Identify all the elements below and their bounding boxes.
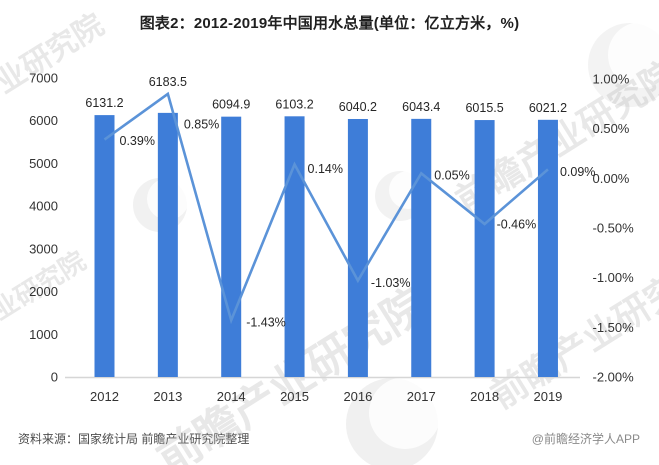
x-axis-label: 2019	[533, 389, 562, 404]
right-axis-tick: 0.50%	[593, 121, 630, 136]
left-axis-tick: 3000	[29, 241, 58, 256]
x-axis-label: 2018	[470, 389, 499, 404]
x-axis-label: 2013	[153, 389, 182, 404]
bar-2019	[537, 119, 558, 377]
bar-2013	[157, 112, 178, 377]
right-axis-tick: 1.00%	[593, 71, 630, 86]
line-value-label: -1.03%	[371, 276, 411, 290]
line-value-label: 0.85%	[184, 117, 219, 131]
x-axis-label: 2017	[407, 389, 436, 404]
left-axis-tick: 0	[51, 370, 58, 385]
x-axis-label: 2014	[217, 389, 246, 404]
bar-value-label: 6040.2	[339, 100, 377, 114]
bar-value-label: 6103.2	[275, 97, 313, 111]
left-axis-tick: 6000	[29, 113, 58, 128]
x-axis-label: 2012	[90, 389, 119, 404]
footer: 资料来源：国家统计局 前瞻产业研究院整理 @前瞻经济学人APP	[18, 429, 640, 447]
bar-value-label: 6015.5	[465, 101, 503, 115]
line-value-label: 0.05%	[434, 169, 469, 183]
credit: @前瞻经济学人APP	[531, 431, 640, 446]
bar-value-label: 6183.5	[149, 75, 187, 89]
line-value-label: -0.46%	[497, 217, 537, 231]
bar-value-label: 6131.2	[85, 96, 123, 110]
left-axis-tick: 2000	[29, 284, 58, 299]
bar-value-label: 6094.9	[212, 98, 250, 112]
line-value-label: -1.43%	[246, 316, 286, 330]
bar-2018	[474, 120, 495, 377]
bar-value-label: 6021.2	[529, 101, 567, 115]
x-axis-label: 2015	[280, 389, 309, 404]
right-axis-tick: -1.00%	[593, 270, 635, 285]
right-axis-tick: -0.50%	[593, 220, 635, 235]
left-axis-tick: 1000	[29, 327, 58, 342]
right-axis-tick: -1.50%	[593, 320, 635, 335]
bar-2014	[221, 116, 242, 377]
line-value-label: 0.14%	[308, 162, 343, 176]
left-axis-tick: 4000	[29, 199, 58, 214]
line-value-label: 0.09%	[560, 165, 595, 179]
right-axis-tick: -2.00%	[593, 369, 635, 384]
source-note: 资料来源：国家统计局 前瞻产业研究院整理	[18, 431, 250, 446]
bar-2012	[94, 115, 115, 377]
chart-title: 图表2：2012-2019年中国用水总量(单位：亿立方米，%)	[139, 15, 520, 32]
left-axis-tick: 7000	[29, 71, 58, 86]
bar-2017	[411, 118, 432, 378]
line-value-label: 0.39%	[120, 134, 155, 148]
bar-value-label: 6043.4	[402, 100, 440, 114]
bar-2016	[347, 118, 368, 378]
bar-2015	[284, 116, 305, 378]
left-axis-tick: 5000	[29, 156, 58, 171]
growth-line	[103, 91, 549, 325]
right-axis-tick: 0.00%	[593, 171, 630, 186]
x-axis-label: 2016	[343, 389, 372, 404]
